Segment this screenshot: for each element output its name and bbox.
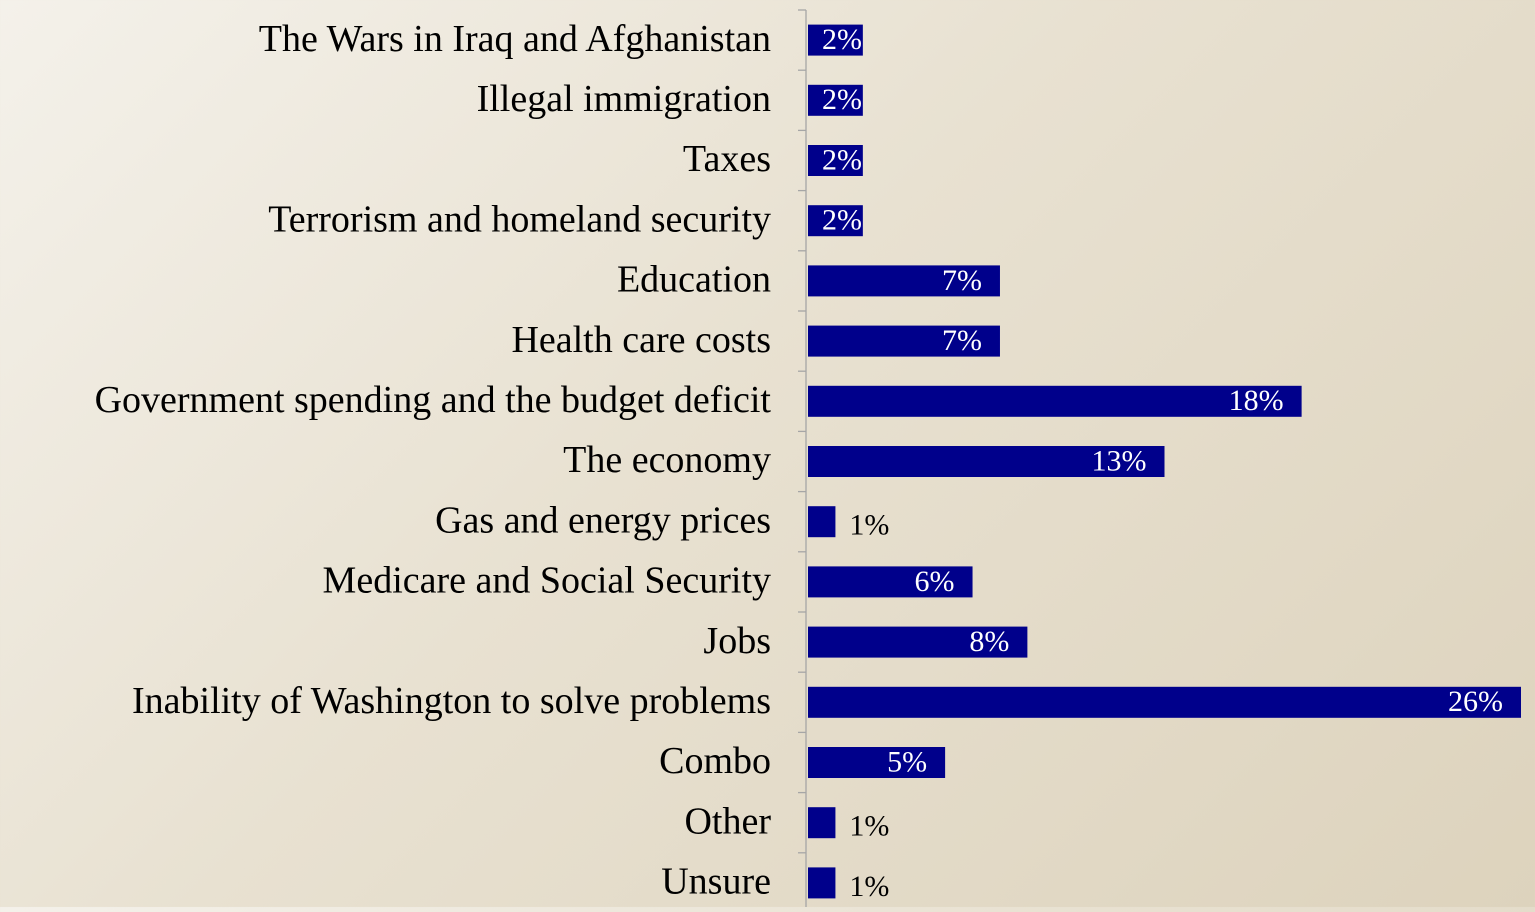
bar bbox=[808, 84, 863, 116]
bar bbox=[808, 747, 946, 778]
bar bbox=[808, 385, 1302, 417]
data-label: 7% bbox=[942, 324, 982, 357]
bar bbox=[808, 446, 1165, 477]
category-label: Taxes bbox=[683, 138, 771, 180]
category-label: Combo bbox=[659, 740, 771, 782]
category-label: Government spending and the budget defic… bbox=[95, 379, 772, 421]
data-label: 2% bbox=[822, 23, 862, 56]
category-label: Jobs bbox=[703, 620, 771, 662]
category-label: Unsure bbox=[661, 861, 771, 903]
bar bbox=[808, 867, 836, 899]
category-label: The economy bbox=[563, 439, 771, 481]
data-label: 2% bbox=[822, 204, 862, 237]
data-label: 8% bbox=[969, 625, 1009, 658]
category-label: Other bbox=[684, 800, 771, 842]
category-label: The Wars in Iraq and Afghanistan bbox=[259, 18, 771, 60]
category-label: Inability of Washington to solve problem… bbox=[132, 680, 771, 722]
category-label: Medicare and Social Security bbox=[323, 560, 771, 602]
bar bbox=[808, 325, 1000, 357]
category-label: Terrorism and homeland security bbox=[268, 198, 771, 240]
data-label: 1% bbox=[849, 810, 889, 843]
bar bbox=[808, 145, 863, 176]
bar bbox=[808, 807, 836, 839]
data-label: 1% bbox=[849, 509, 889, 542]
data-label: 5% bbox=[887, 745, 927, 778]
bar bbox=[808, 205, 863, 237]
data-label: 2% bbox=[822, 83, 862, 116]
data-label: 2% bbox=[822, 143, 862, 176]
data-label: 1% bbox=[849, 870, 889, 903]
bar bbox=[808, 24, 863, 56]
category-label: Illegal immigration bbox=[477, 78, 771, 120]
bar bbox=[808, 265, 1000, 297]
bar bbox=[808, 686, 1521, 718]
category-label: Health care costs bbox=[511, 319, 771, 361]
category-label: Gas and energy prices bbox=[435, 499, 771, 541]
data-label: 18% bbox=[1229, 384, 1284, 417]
bar bbox=[808, 506, 836, 538]
data-label: 6% bbox=[915, 565, 955, 598]
bar bbox=[808, 566, 973, 598]
data-label: 13% bbox=[1092, 444, 1147, 477]
data-label: 7% bbox=[942, 264, 982, 297]
data-label: 26% bbox=[1448, 685, 1503, 718]
bar bbox=[808, 626, 1028, 658]
category-label: Education bbox=[617, 259, 771, 301]
